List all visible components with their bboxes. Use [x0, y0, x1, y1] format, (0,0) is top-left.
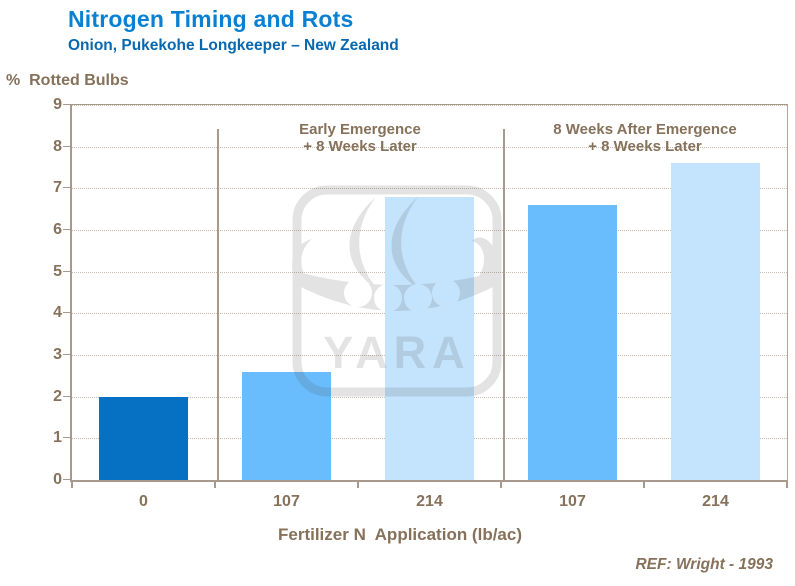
x-axis-tick-2 — [357, 482, 359, 488]
y-axis-title: % Rotted Bulbs — [6, 72, 129, 89]
group-divider-0 — [217, 129, 219, 480]
y-axis-tick-5 — [63, 270, 70, 272]
x-axis-title: Fertilizer N Application (lb/ac) — [277, 525, 522, 544]
y-axis-tick-1 — [63, 437, 70, 439]
x-tick-label-0: 0 — [139, 493, 148, 510]
y-tick-label-9: 9 — [53, 96, 62, 113]
y-tick-label-8: 8 — [53, 137, 62, 155]
chart-title: Nitrogen Timing and Rots — [68, 6, 354, 32]
bar-2-x214 — [385, 196, 474, 480]
y-axis-tick-9 — [63, 104, 70, 105]
y-tick-label-2: 2 — [53, 387, 62, 405]
annotation-line: + 8 Weeks Later — [588, 138, 702, 155]
x-tick-label-2: 214 — [416, 493, 443, 510]
x-axis-tick-0 — [71, 482, 73, 488]
y-tick-label-6: 6 — [53, 221, 62, 238]
gridline-y-9 — [72, 105, 787, 106]
annotation-line: 8 Weeks After Emergence — [553, 121, 737, 138]
group-divider-1 — [503, 129, 505, 480]
y-axis-tick-8 — [63, 145, 70, 147]
bar-4-x214 — [671, 163, 760, 480]
y-tick-label-5: 5 — [53, 262, 62, 280]
gridline-y-7 — [72, 188, 787, 190]
reference-text: REF: Wright - 1993 — [635, 556, 773, 573]
y-tick-label-7: 7 — [53, 179, 62, 197]
y-axis-tick-2 — [63, 395, 70, 397]
gridline-y-8 — [72, 146, 787, 148]
y-axis-tick-4 — [63, 312, 70, 314]
x-tick-label-3: 107 — [559, 493, 586, 510]
x-tick-label-1: 107 — [273, 493, 300, 510]
y-axis-tick-6 — [63, 229, 70, 230]
annotation-8-weeks-after-emergence: 8 Weeks After Emergence + 8 Weeks Later — [503, 121, 787, 155]
annotation-line: + 8 Weeks Later — [303, 138, 417, 155]
chart-subtitle: Onion, Pukekohe Longkeeper – New Zealand — [68, 37, 399, 54]
bar-1-x107 — [242, 371, 331, 480]
plot-area: 214 107 214 107 0 9 8 7 6 5 4 3 2 1 0 Early Emergence … — [53, 96, 788, 510]
y-tick-label-4: 4 — [53, 304, 62, 322]
x-axis-tick-5 — [786, 482, 788, 488]
y-axis-tick-3 — [63, 354, 70, 355]
y-tick-label-0: 0 — [53, 471, 62, 488]
y-tick-label-1: 1 — [53, 429, 62, 447]
y-axis-tick-7 — [63, 187, 70, 189]
y-axis-tick-0 — [63, 479, 70, 480]
x-tick-label-4: 214 — [702, 493, 729, 510]
x-axis-tick-4 — [643, 482, 645, 488]
x-axis-tick-1 — [214, 482, 216, 488]
x-axis-tick-3 — [500, 482, 502, 488]
bar-0-x0 — [99, 396, 188, 480]
annotation-early-emergence: Early Emergence + 8 Weeks Later — [219, 121, 501, 155]
bar-3-x107 — [528, 205, 617, 480]
y-tick-label-3: 3 — [53, 346, 62, 363]
annotation-line: Early Emergence — [299, 121, 421, 138]
